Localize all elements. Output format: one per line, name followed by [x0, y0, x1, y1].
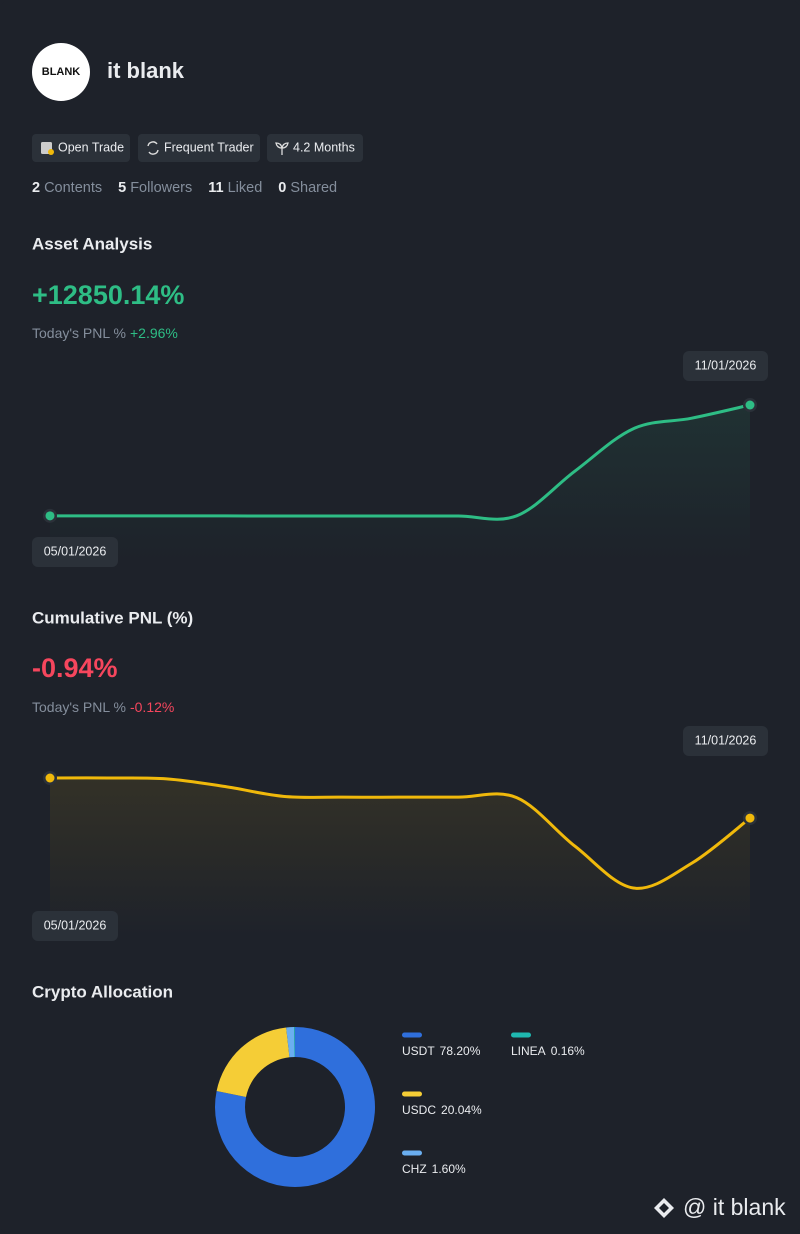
- legend-entry: USDC 20.04%: [402, 1103, 482, 1117]
- stat-value: 0: [278, 180, 286, 196]
- section-title: Asset Analysis: [32, 234, 152, 253]
- legend-name: CHZ: [402, 1162, 427, 1176]
- today-label: Today's PNL %: [32, 699, 126, 715]
- legend-entry: USDT 78.20%: [402, 1044, 481, 1058]
- badge: [267, 134, 363, 162]
- donut-slice: [286, 1027, 295, 1058]
- legend-value: 0.16%: [551, 1044, 585, 1058]
- area: [50, 777, 750, 936]
- legend-swatch: [402, 1032, 422, 1038]
- stats: 2 Contents 5 Followers 11 Liked 0 Shared: [32, 180, 337, 196]
- point: [45, 773, 55, 783]
- today-pnl: Today's PNL % -0.12%: [32, 699, 174, 715]
- legend-value: 20.04%: [441, 1103, 482, 1117]
- badge-icon: [48, 149, 54, 155]
- donut-slice: [215, 1027, 375, 1188]
- legend-swatch: [402, 1150, 422, 1156]
- date-pill: [683, 726, 768, 756]
- badge-text: Frequent Trader: [164, 140, 254, 154]
- legend-entry: CHZ 1.60%: [402, 1162, 466, 1176]
- footer-logo: [654, 1198, 674, 1218]
- date-label: 11/01/2026: [695, 358, 757, 372]
- badge: [138, 134, 260, 162]
- badge-icon: [147, 141, 159, 155]
- stat-label: Contents: [44, 180, 102, 196]
- date-pill: [683, 351, 768, 381]
- avatar-text: BLANK: [42, 66, 81, 78]
- today-value: +2.96%: [130, 325, 178, 341]
- legend-entry: LINEA 0.16%: [511, 1044, 585, 1058]
- legend-swatch: [402, 1091, 422, 1097]
- donut-slice: [216, 1027, 290, 1098]
- section-title: Crypto Allocation: [32, 982, 173, 1001]
- stat-label: Followers: [130, 180, 192, 196]
- stat-value: 5: [118, 180, 126, 196]
- stat-label: Liked: [228, 180, 263, 196]
- headline: -0.94%: [32, 653, 118, 683]
- footer: @ it blank: [683, 1194, 786, 1220]
- legend-swatch: [511, 1032, 531, 1038]
- stat-value: 2: [32, 180, 40, 196]
- today-pnl: Today's PNL % +2.96%: [32, 325, 178, 341]
- today-label: Today's PNL %: [32, 325, 126, 341]
- date-pill: [32, 537, 118, 567]
- avatar: [32, 43, 90, 101]
- point: [45, 511, 55, 521]
- line: [50, 403, 751, 521]
- date-label: 11/01/2026: [695, 733, 757, 747]
- line: [49, 776, 751, 890]
- legend-name: USDT: [402, 1044, 435, 1058]
- date-label: 05/01/2026: [44, 544, 107, 558]
- badge-icon: [275, 142, 289, 155]
- section-title: Cumulative PNL (%): [32, 608, 193, 627]
- headline: +12850.14%: [32, 280, 184, 310]
- legend-name: USDC: [402, 1103, 436, 1117]
- point: [745, 813, 755, 823]
- today-value: -0.12%: [130, 699, 174, 715]
- date-label: 05/01/2026: [44, 918, 107, 932]
- donut-slice: [294, 1027, 295, 1058]
- stat-label: Shared: [290, 180, 337, 196]
- legend-value: 1.60%: [432, 1162, 466, 1176]
- area: [50, 405, 750, 562]
- profile-name: it blank: [107, 58, 185, 83]
- badge-text: 4.2 Months: [293, 140, 355, 154]
- legend-value: 78.20%: [440, 1044, 481, 1058]
- stat-value: 11: [208, 180, 223, 196]
- legend-name: LINEA: [511, 1044, 546, 1058]
- badge-text: Open Trade: [58, 140, 124, 154]
- point: [745, 400, 755, 410]
- date-pill: [32, 911, 118, 941]
- badge: [32, 134, 130, 162]
